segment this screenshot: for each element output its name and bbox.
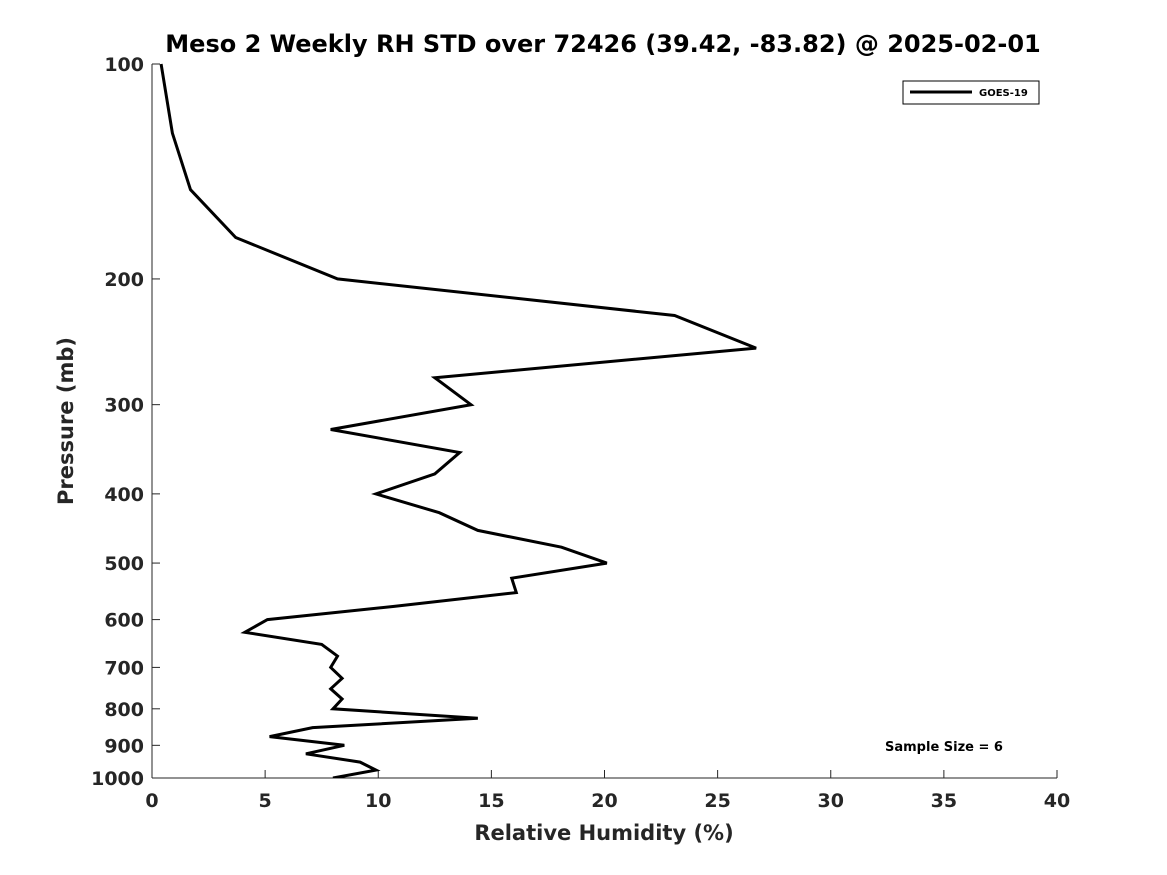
x-axis-label: Relative Humidity (%) <box>474 821 733 845</box>
y-tick-label: 600 <box>104 610 144 632</box>
plot-area <box>159 63 757 778</box>
series-line-goes-19 <box>159 63 757 778</box>
y-tick-label: 1000 <box>91 768 144 790</box>
sample-size-annotation: Sample Size = 6 <box>885 740 1003 755</box>
x-ticks: 0 5 10 15 20 25 30 35 40 <box>145 770 1070 812</box>
y-tick-label: 700 <box>104 657 144 679</box>
x-tick-label: 15 <box>478 790 504 812</box>
chart-title: Meso 2 Weekly RH STD over 72426 (39.42, … <box>165 30 1040 58</box>
y-axis-label: Pressure (mb) <box>54 337 78 505</box>
y-tick-label: 900 <box>104 735 144 757</box>
y-tick-label: 400 <box>104 484 144 506</box>
y-tick-label: 300 <box>104 395 144 417</box>
x-tick-label: 35 <box>931 790 957 812</box>
y-tick-label: 800 <box>104 699 144 721</box>
x-tick-label: 0 <box>145 790 158 812</box>
x-tick-label: 30 <box>818 790 844 812</box>
y-ticks: 100 200 300 400 500 600 700 800 900 1000 <box>91 54 160 790</box>
y-tick-label: 500 <box>104 553 144 575</box>
y-tick-label: 100 <box>104 54 144 76</box>
x-tick-label: 20 <box>591 790 617 812</box>
x-tick-label: 25 <box>704 790 730 812</box>
y-tick-label: 200 <box>104 269 144 291</box>
x-tick-label: 10 <box>365 790 391 812</box>
x-tick-label: 5 <box>259 790 272 812</box>
legend: GOES-19 <box>902 80 1040 105</box>
legend-entry-goes-19: GOES-19 <box>979 88 1028 99</box>
x-tick-label: 40 <box>1044 790 1070 812</box>
